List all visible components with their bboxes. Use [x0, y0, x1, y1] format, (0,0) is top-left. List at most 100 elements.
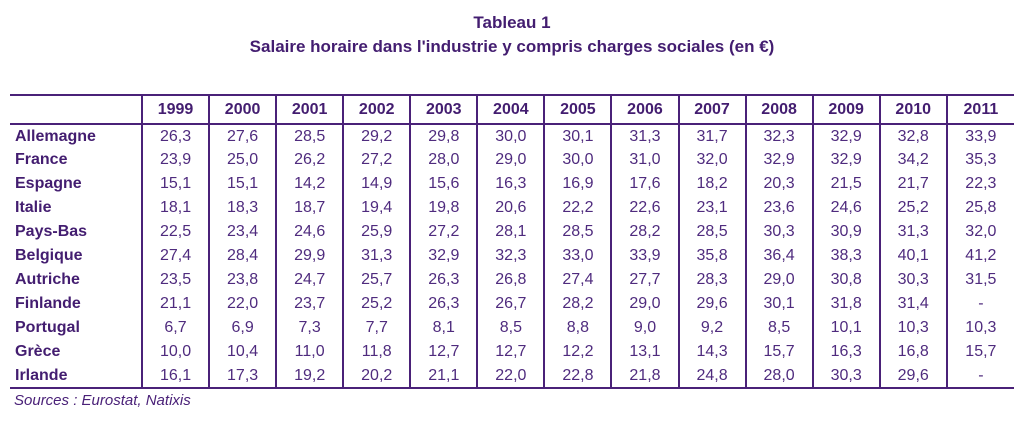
table-cell: 31,8	[811, 292, 880, 316]
table-cell: 33,0	[543, 244, 612, 268]
salary-table: 1999 2000 2001 2002 2003 2004 2005 2006 2007 2008…	[10, 94, 1014, 389]
table-body: Allemagne 26,3 27,6 28,5 29,2 29,8 30,0 30,1 31,…	[10, 124, 1014, 388]
table-cell: 23,7	[275, 292, 344, 316]
table-cell: 32,8	[878, 124, 947, 148]
table-cell: 28,2	[610, 220, 679, 244]
table-cell: 41,2	[945, 244, 1014, 268]
table-cell: 20,3	[744, 172, 813, 196]
table-cell: 29,9	[275, 244, 344, 268]
table-cell: 11,8	[342, 340, 411, 364]
table-cell: 21,8	[610, 364, 679, 388]
table-cell: 23,9	[140, 148, 210, 172]
table-cell: 17,3	[208, 364, 277, 388]
year-column-header: 2011	[945, 95, 1014, 125]
table-cell: 31,5	[945, 268, 1014, 292]
table-cell: 15,1	[208, 172, 277, 196]
table-row: Grèce 10,0 10,4 11,0 11,8 12,7 12,7 12,2 13,1 14,…	[10, 340, 1014, 364]
table-cell: 15,7	[744, 340, 813, 364]
table-cell: 30,9	[811, 220, 880, 244]
table-cell: 31,3	[878, 220, 947, 244]
year-column-header: 2008	[744, 95, 813, 125]
table-cell: 14,9	[342, 172, 411, 196]
year-column-header: 2010	[878, 95, 947, 125]
table-cell: 24,6	[275, 220, 344, 244]
table-cell: 25,9	[342, 220, 411, 244]
table-cell: 12,7	[409, 340, 478, 364]
table-row: Italie 18,1 18,3 18,7 19,4 19,8 20,6 22,2 22,6 23…	[10, 196, 1014, 220]
row-label-country: Irlande	[15, 366, 68, 384]
table-row: Portugal 6,7 6,9 7,3 7,7 8,1 8,5 8,8 9,0 9,2 8,5 10…	[10, 316, 1014, 340]
year-column-header: 2000	[208, 95, 277, 125]
table-cell: 17,6	[610, 172, 679, 196]
table-row: Autriche 23,5 23,8 24,7 25,7 26,3 26,8 27,4 27,7…	[10, 268, 1014, 292]
table-cell: -	[945, 364, 1014, 388]
table-cell: 24,7	[275, 268, 344, 292]
table-cell: 22,3	[945, 172, 1014, 196]
table-cell: 12,2	[543, 340, 612, 364]
table-cell: 27,6	[208, 124, 277, 148]
table-cell: 26,7	[476, 292, 545, 316]
table-row: Pays-Bas 22,5 23,4 24,6 25,9 27,2 28,1 28,5 28,2…	[10, 220, 1014, 244]
table-cell: 19,4	[342, 196, 411, 220]
table-cell: 29,2	[342, 124, 411, 148]
table-cell: 29,8	[409, 124, 478, 148]
table-cell: 21,1	[140, 292, 210, 316]
table-cell: 23,6	[744, 196, 813, 220]
table-cell: 6,9	[208, 316, 277, 340]
table-cell: 21,7	[878, 172, 947, 196]
year-column-header: 2003	[409, 95, 478, 125]
table-cell: 31,3	[342, 244, 411, 268]
table-cell: 10,3	[878, 316, 947, 340]
table-cell: 33,9	[610, 244, 679, 268]
table-cell: 20,6	[476, 196, 545, 220]
table-cell: 34,2	[878, 148, 947, 172]
table-cell: 8,5	[744, 316, 813, 340]
row-label-country: Italie	[15, 199, 52, 216]
table-cell: 22,8	[543, 364, 612, 388]
table-cell: 27,4	[543, 268, 612, 292]
table-cell: 30,8	[811, 268, 880, 292]
table-cell: 31,0	[610, 148, 679, 172]
table-cell: 33,9	[945, 124, 1014, 148]
table-cell: 15,1	[140, 172, 210, 196]
table-cell: 18,3	[208, 196, 277, 220]
row-label-country: Belgique	[15, 247, 83, 264]
table-cell: 27,2	[342, 148, 411, 172]
table-cell: 25,2	[342, 292, 411, 316]
table-cell: 8,5	[476, 316, 545, 340]
table-cell: 7,3	[275, 316, 344, 340]
table-row: Finlande 21,1 22,0 23,7 25,2 26,3 26,7 28,2 29,0…	[10, 292, 1014, 316]
table-cell: 25,0	[208, 148, 277, 172]
year-column-header: 2002	[342, 95, 411, 125]
row-label-country: Allemagne	[15, 127, 96, 145]
table-cell: 23,1	[677, 196, 746, 220]
table-cell: 27,7	[610, 268, 679, 292]
table-header-row: 1999 2000 2001 2002 2003 2004 2005 2006 2007 2008…	[10, 95, 1014, 125]
table-cell: 40,1	[878, 244, 947, 268]
table-cell: 32,9	[409, 244, 478, 268]
table-cell: 31,3	[610, 124, 679, 148]
table-cell: 30,3	[878, 268, 947, 292]
table-cell: 29,0	[610, 292, 679, 316]
row-label-country: Pays-Bas	[15, 223, 88, 240]
table-cell: 19,2	[275, 364, 344, 388]
table-cell: -	[945, 292, 1014, 316]
table-cell: 10,1	[811, 316, 880, 340]
table-cell: 15,7	[945, 340, 1014, 364]
table-cell: 10,0	[140, 340, 210, 364]
row-label-country: Autriche	[15, 271, 80, 288]
table-cell: 10,4	[208, 340, 277, 364]
table-cell: 16,1	[140, 364, 210, 388]
table-cell: 28,5	[677, 220, 746, 244]
table-cell: 28,2	[543, 292, 612, 316]
table-cell: 23,5	[140, 268, 210, 292]
table-row: Espagne 15,1 15,1 14,2 14,9 15,6 16,3 16,9 17,6 1…	[10, 172, 1014, 196]
table-row: France 23,9 25,0 26,2 27,2 28,0 29,0 30,0 31,0 32…	[10, 148, 1014, 172]
table-cell: 26,3	[140, 124, 210, 148]
table-cell: 21,5	[811, 172, 880, 196]
year-column-header: 2004	[476, 95, 545, 125]
year-column-header: 2006	[610, 95, 679, 125]
table-cell: 27,4	[140, 244, 210, 268]
table-cell: 27,2	[409, 220, 478, 244]
title-block: Tableau 1 Salaire horaire dans l'industr…	[0, 0, 1024, 60]
